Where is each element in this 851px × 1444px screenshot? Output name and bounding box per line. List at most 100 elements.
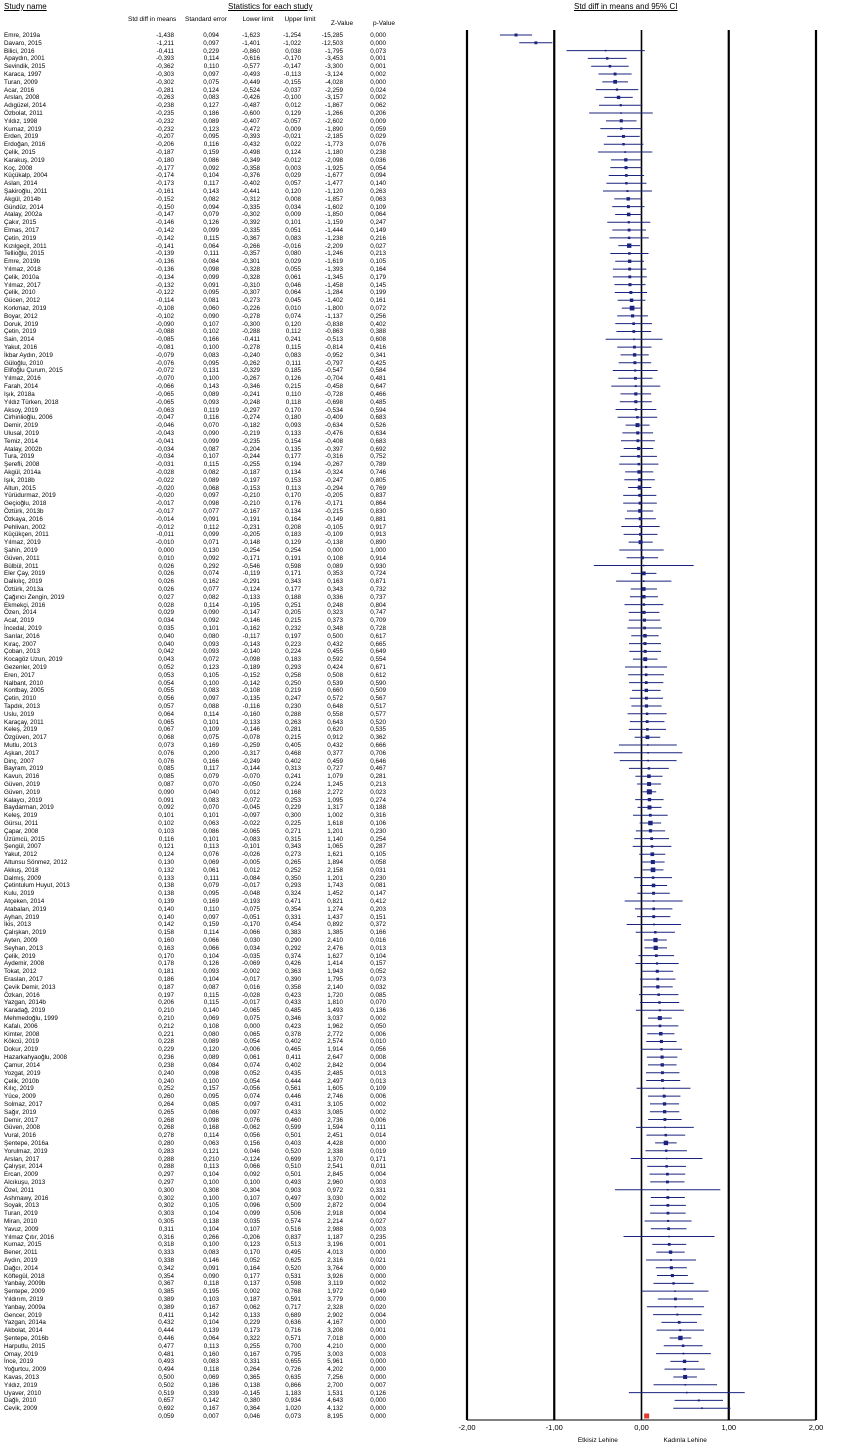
effect-point bbox=[654, 954, 658, 958]
stat-cell: 0,138 bbox=[244, 1381, 260, 1389]
stat-cell: 0,049 bbox=[370, 1288, 386, 1296]
stat-cell: 0,002 bbox=[370, 1280, 386, 1288]
stat-cell: 0,062 bbox=[244, 1303, 260, 1311]
stat-cell: 0,052 bbox=[158, 663, 174, 671]
stat-cell: -0,408 bbox=[325, 437, 343, 445]
stat-cell: 3,196 bbox=[327, 1241, 343, 1249]
study-name-cell: Tura, 2019 bbox=[4, 453, 35, 461]
stat-cell: 0,455 bbox=[327, 648, 343, 656]
study-name-cell: Cevik, 2009 bbox=[4, 1405, 38, 1413]
stat-cell: 0,219 bbox=[285, 687, 301, 695]
stat-cell: 0,171 bbox=[370, 1155, 386, 1163]
stat-cell: 2,410 bbox=[327, 937, 343, 945]
stat-cell: 0,063 bbox=[370, 195, 386, 203]
stat-cell: -0,102 bbox=[156, 312, 174, 320]
effect-point bbox=[624, 174, 628, 177]
stat-cell: 0,411 bbox=[158, 1311, 174, 1319]
stat-cell: 0,067 bbox=[158, 726, 174, 734]
stat-cell: 0,229 bbox=[244, 1319, 260, 1327]
stat-cell: 0,167 bbox=[203, 1303, 219, 1311]
stat-cell: 0,136 bbox=[370, 1007, 386, 1015]
study-name-cell: Çoban, 2013 bbox=[4, 648, 41, 656]
study-name-cell: Alcıkuşu, 2013 bbox=[4, 1178, 46, 1186]
effect-point bbox=[666, 1211, 670, 1215]
stat-cell: 0,026 bbox=[158, 578, 174, 586]
stat-cell: 0,348 bbox=[327, 624, 343, 632]
stat-cell: 0,316 bbox=[370, 812, 386, 820]
stat-cell: 0,056 bbox=[158, 695, 174, 703]
stat-cell: -0,577 bbox=[242, 63, 260, 71]
stat-cell: 0,115 bbox=[203, 999, 219, 1007]
stat-cell: -0,146 bbox=[156, 219, 174, 227]
study-name-cell: Çağırıcı Zengin, 2019 bbox=[4, 593, 65, 601]
stat-cell: 2,574 bbox=[327, 1038, 343, 1046]
stat-cell: 0,671 bbox=[370, 663, 386, 671]
study-name-cell: Dokur, 2019 bbox=[4, 1046, 38, 1054]
stat-cell: 0,000 bbox=[370, 1358, 386, 1366]
study-name-cell: Boyar, 2012 bbox=[4, 312, 38, 320]
stat-cell: -0,262 bbox=[242, 359, 260, 367]
stat-cell: 0,336 bbox=[327, 593, 343, 601]
effect-point bbox=[633, 361, 637, 365]
stat-cell: 0,126 bbox=[203, 960, 219, 968]
stat-cell: -0,041 bbox=[156, 437, 174, 445]
effect-point bbox=[629, 298, 634, 303]
stat-cell: -0,393 bbox=[242, 133, 260, 141]
study-name-cell: Mehmedoğlu, 1999 bbox=[4, 1015, 58, 1023]
stat-cell: 3,037 bbox=[327, 1015, 343, 1023]
effect-point bbox=[668, 1250, 673, 1254]
stat-cell: -0,487 bbox=[242, 102, 260, 110]
study-name-cell: Çetintulum Huyut, 2013 bbox=[4, 882, 70, 890]
stat-cell: 0,072 bbox=[370, 305, 386, 313]
stat-cell: 0,273 bbox=[285, 851, 301, 859]
stat-cell: 0,510 bbox=[285, 1163, 301, 1171]
stat-cell: -0,210 bbox=[242, 492, 260, 500]
stat-cell: -0,249 bbox=[242, 757, 260, 765]
stat-cell: 0,493 bbox=[158, 1358, 174, 1366]
stat-cell: -1,246 bbox=[325, 250, 343, 258]
study-name-cell: Apaydın, 2001 bbox=[4, 55, 45, 63]
stat-cell: 0,241 bbox=[285, 336, 301, 344]
study-name-cell: Özkaya, 2016 bbox=[4, 515, 43, 523]
stat-cell: 0,073 bbox=[370, 976, 386, 984]
stat-cell: -0,138 bbox=[325, 539, 343, 547]
stat-cell: 0,689 bbox=[285, 1311, 301, 1319]
stat-cell: 0,133 bbox=[158, 874, 174, 882]
stat-cell: 0,138 bbox=[203, 1217, 219, 1225]
stat-cell: -0,215 bbox=[325, 507, 343, 515]
stat-cell: 0,728 bbox=[370, 624, 386, 632]
stat-cell: 0,648 bbox=[327, 702, 343, 710]
study-name-cell: Kavas, 2013 bbox=[4, 1373, 40, 1381]
stat-cell: -1,438 bbox=[156, 32, 174, 39]
stat-cell: 0,322 bbox=[244, 1334, 260, 1342]
stat-cell: 0,186 bbox=[203, 1381, 219, 1389]
study-name-cell: Altunsu Sönmez, 2012 bbox=[4, 859, 68, 867]
effect-point bbox=[641, 571, 646, 576]
effect-point bbox=[648, 820, 653, 826]
stat-cell: 2,845 bbox=[327, 1171, 343, 1179]
stat-cell: -2,185 bbox=[325, 133, 343, 141]
stat-cell: 0,077 bbox=[203, 585, 219, 593]
stat-cell: 0,228 bbox=[158, 1038, 174, 1046]
stat-cell: 0,099 bbox=[203, 437, 219, 445]
stat-cell: -0,426 bbox=[242, 94, 260, 102]
stat-cell: -0,704 bbox=[325, 375, 343, 383]
stat-cell: 0,113 bbox=[203, 1342, 219, 1350]
stat-cell: 0,090 bbox=[203, 1272, 219, 1280]
stat-cell: 0,000 bbox=[370, 1366, 386, 1374]
effect-point bbox=[633, 345, 636, 349]
study-name-cell: Güloğlu, 2010 bbox=[4, 359, 44, 367]
study-name-cell: Atalay, 2002b bbox=[4, 445, 43, 453]
stat-cell: -0,476 bbox=[325, 429, 343, 437]
stat-cell: 0,972 bbox=[327, 1186, 343, 1194]
stat-cell: -0,012 bbox=[156, 523, 174, 531]
stat-cell: 0,281 bbox=[370, 773, 386, 781]
stat-cell: 0,599 bbox=[285, 1124, 301, 1132]
stat-cell: 0,073 bbox=[370, 47, 386, 55]
stat-cell: 0,176 bbox=[285, 500, 301, 508]
study-name-cell: Demir, 2017 bbox=[4, 1116, 38, 1124]
stat-cell: 0,131 bbox=[203, 367, 219, 375]
stat-cell: 0,106 bbox=[370, 820, 386, 828]
stat-cell: 0,213 bbox=[370, 781, 386, 789]
stat-cell: 0,034 bbox=[158, 617, 174, 625]
